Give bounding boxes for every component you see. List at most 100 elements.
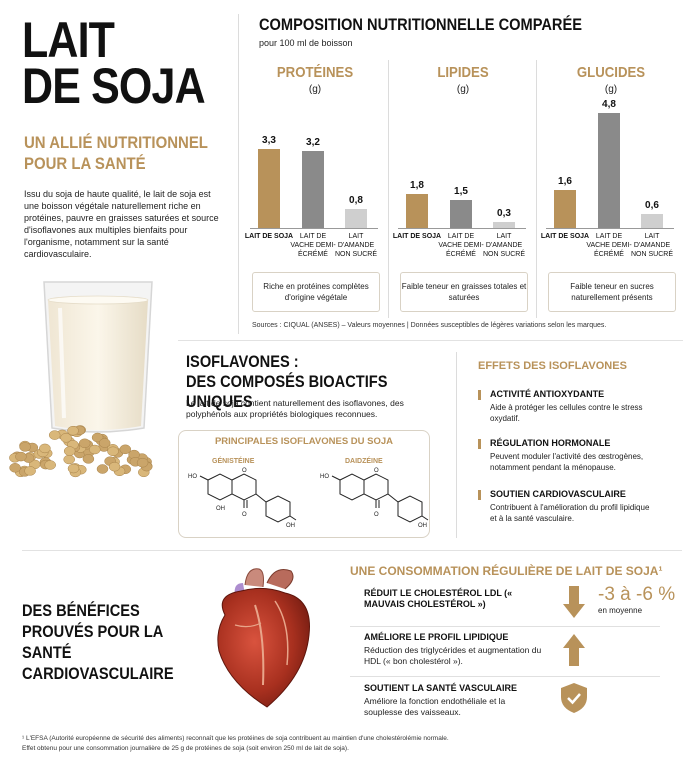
soybean — [9, 463, 21, 473]
isoflavones-box-title: PRINCIPALES ISOFLAVONES DU SOJA — [214, 436, 394, 447]
bar-category-label: LAIT DE SOJA — [244, 233, 294, 240]
isoflavones-title: ISOFLAVONES : DES COMPOSÉS BIOACTIFS UNI… — [186, 352, 444, 412]
effect-head-1: ACTIVITÉ ANTIOXYDANTE — [490, 389, 605, 399]
benefit-text-2: Réduction des triglycérides et augmentat… — [364, 645, 542, 666]
soybean — [91, 432, 104, 443]
soybean — [108, 461, 121, 472]
soybean — [63, 454, 75, 465]
svg-text:OH: OH — [216, 506, 225, 512]
svg-text:O: O — [374, 512, 379, 518]
intro-text: Issu du soja de haute qualité, le lait d… — [24, 189, 219, 259]
bar — [554, 190, 576, 228]
bar-value-label: 1,8 — [410, 180, 424, 191]
divider — [22, 550, 682, 551]
divider — [536, 60, 537, 318]
arrow-down-icon — [563, 586, 585, 618]
svg-text:O: O — [242, 468, 247, 474]
bar-value-label: 4,8 — [602, 99, 616, 110]
bar-category-label: LAIT DE VACHE DEMI-ÉCRÉMÉ — [586, 233, 632, 258]
soybean — [78, 438, 91, 449]
soybeans-illustration — [9, 425, 153, 478]
soybean — [39, 443, 51, 454]
ldl-reduction-sub: en moyenne — [598, 606, 643, 615]
sources-text: Sources : CIQUAL (ANSES) – Valeurs moyen… — [252, 322, 607, 329]
chart-baseline — [398, 228, 526, 229]
divider — [238, 14, 239, 334]
effect-text-3: Contribuent à l'amélioration du profil l… — [490, 503, 650, 523]
soybean — [60, 433, 72, 443]
daidzein-label: DAIDZÉINE — [345, 458, 383, 465]
svg-text:O: O — [374, 468, 379, 474]
soybean — [136, 457, 149, 468]
bar — [345, 209, 367, 228]
bar-category-label: LAIT D'AMANDE NON SUCRÉ — [334, 233, 377, 258]
svg-text:OH: OH — [418, 523, 427, 528]
bar — [450, 200, 472, 228]
consumption-title: UNE CONSOMMATION RÉGULIÈRE DE LAIT DE SO… — [350, 564, 663, 578]
soybean — [98, 438, 111, 448]
soybean — [89, 444, 101, 455]
chart-baseline — [250, 228, 378, 229]
bar-value-label: 3,2 — [306, 137, 320, 148]
bar — [641, 214, 663, 228]
chart-note: Faible teneur en sucres naturellement pr… — [548, 272, 676, 312]
soybean — [24, 466, 36, 476]
isoflavones-title-line1: ISOFLAVONES : — [186, 352, 299, 371]
effect-head-3: SOUTIEN CARDIOVASCULAIRE — [490, 489, 626, 499]
effect-head-2: RÉGULATION HORMONALE — [490, 438, 611, 448]
footnote-line1: ¹ L'EFSA (Autorité européenne de sécurit… — [22, 735, 449, 742]
effect-marker — [478, 439, 481, 449]
milk-glass-illustration — [43, 281, 153, 433]
bar-value-label: 1,6 — [558, 176, 572, 187]
svg-text:O: O — [242, 512, 247, 518]
soybean — [44, 460, 56, 470]
soybean — [67, 463, 80, 474]
divider — [456, 352, 457, 538]
divider — [350, 676, 660, 677]
footnote-line2: Effet obtenu pour une consommation journ… — [22, 745, 349, 752]
effect-text-2: Peuvent moduler l'activité des œstrogène… — [490, 452, 644, 472]
chart-baseline — [546, 228, 674, 229]
bar-value-label: 3,3 — [262, 135, 276, 146]
soybean — [19, 442, 31, 452]
shield-check-icon — [561, 683, 587, 713]
chart-unit-0: (g) — [308, 84, 322, 95]
arrow-up-icon — [563, 634, 585, 666]
page-title-line1: LAIT — [22, 12, 115, 68]
soybean — [63, 446, 76, 456]
soybean — [48, 430, 61, 440]
effects-title: EFFETS DES ISOFLAVONES — [478, 360, 627, 372]
divider — [350, 626, 660, 627]
chart-unit-2: (g) — [604, 84, 618, 95]
divider — [388, 60, 389, 318]
bar — [258, 149, 280, 228]
composition-subtitle: pour 100 ml de boisson — [259, 38, 353, 48]
chart-title-2: GLUCIDES — [576, 64, 646, 81]
svg-text:OH: OH — [286, 523, 295, 528]
bar-category-label: LAIT DE VACHE DEMI-ÉCRÉMÉ — [438, 233, 484, 258]
divider — [178, 340, 683, 341]
isoflavones-box — [178, 430, 430, 538]
page-subtitle: UN ALLIÉ NUTRITIONNEL POUR LA SANTÉ — [24, 133, 208, 173]
bar-value-label: 0,6 — [645, 200, 659, 211]
bar — [406, 194, 428, 228]
page-title-line2: DE SOJA — [22, 58, 206, 114]
benefit-head-2: AMÉLIORE LE PROFIL LIPIDIQUE — [364, 632, 509, 642]
bar-category-label: LAIT D'AMANDE NON SUCRÉ — [630, 233, 673, 258]
bar-value-label: 0,3 — [497, 208, 511, 219]
effect-text-1: Aide à protéger les cellules contre le s… — [490, 403, 643, 423]
effect-marker — [478, 490, 481, 500]
ldl-reduction-value: -3 à -6 % — [598, 584, 676, 605]
daidzein-structure-icon: HO O O OH — [320, 468, 429, 528]
chart-note: Faible teneur en graisses totales et sat… — [400, 272, 528, 312]
bar-category-label: LAIT DE SOJA — [540, 233, 590, 240]
svg-text:HO: HO — [188, 474, 197, 480]
bar — [302, 151, 324, 228]
heart-illustration — [217, 568, 310, 708]
soybean — [15, 451, 27, 462]
bar-category-label: LAIT D'AMANDE NON SUCRÉ — [482, 233, 525, 258]
soybean — [96, 464, 109, 474]
bar-value-label: 1,5 — [454, 186, 468, 197]
svg-text:HO: HO — [320, 474, 329, 480]
benefit-head-1: RÉDUIT LE CHOLESTÉROL LDL (« MAUVAIS CHO… — [364, 588, 513, 609]
